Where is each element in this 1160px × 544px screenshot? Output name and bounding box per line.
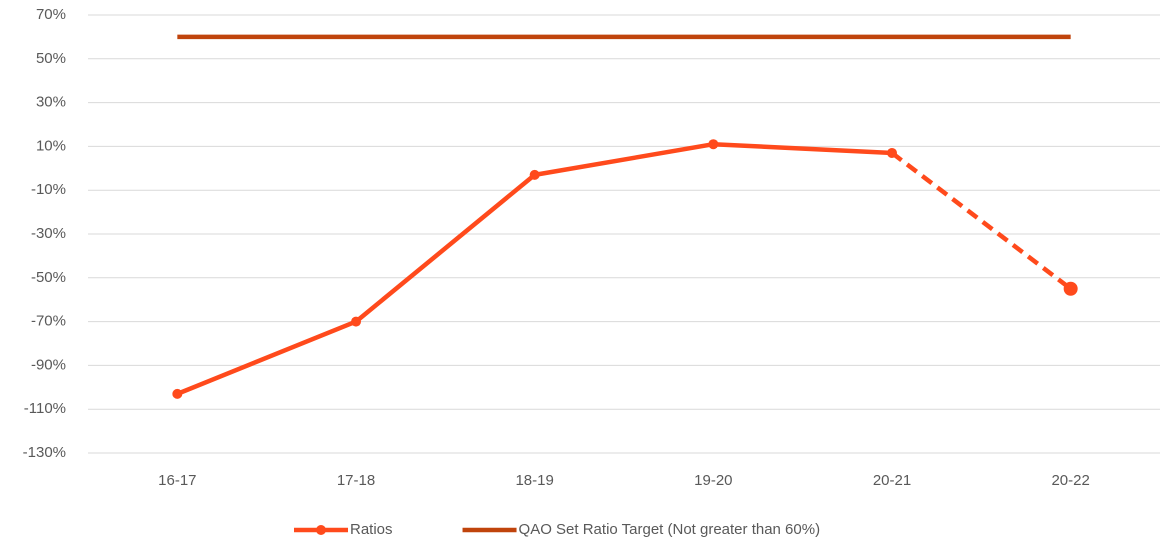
x-tick-label: 20-22	[1051, 472, 1089, 489]
x-tick-label: 16-17	[158, 472, 196, 489]
y-tick-label: 10%	[36, 137, 66, 154]
y-tick-label: -130%	[23, 444, 66, 461]
series-line-dashed	[890, 151, 1073, 291]
y-tick-label: -10%	[31, 181, 66, 198]
y-tick-label: -90%	[31, 356, 66, 373]
legend-label: QAO Set Ratio Target (Not greater than 6…	[519, 521, 821, 538]
y-tick-label: 30%	[36, 94, 66, 111]
point	[887, 147, 897, 158]
point	[351, 316, 361, 327]
point	[172, 388, 183, 399]
legend-label: Ratios	[350, 521, 393, 538]
series-line	[176, 141, 893, 396]
point	[529, 169, 540, 180]
y-tick-label: -50%	[31, 269, 66, 286]
x-tick-label: 20-21	[873, 472, 911, 489]
y-tick-label: -110%	[24, 400, 66, 417]
x-tick-label: 18-19	[515, 472, 553, 489]
y-tick-label: 70%	[36, 6, 66, 23]
y-tick-label: -30%	[31, 225, 66, 242]
x-tick-label: 17-18	[337, 472, 375, 489]
y-tick-label: -70%	[31, 313, 66, 330]
legend-marker	[316, 525, 326, 535]
point	[1063, 281, 1078, 296]
y-tick-label: 50%	[36, 50, 66, 67]
point	[708, 139, 719, 150]
x-tick-label: 19-20	[694, 472, 732, 489]
